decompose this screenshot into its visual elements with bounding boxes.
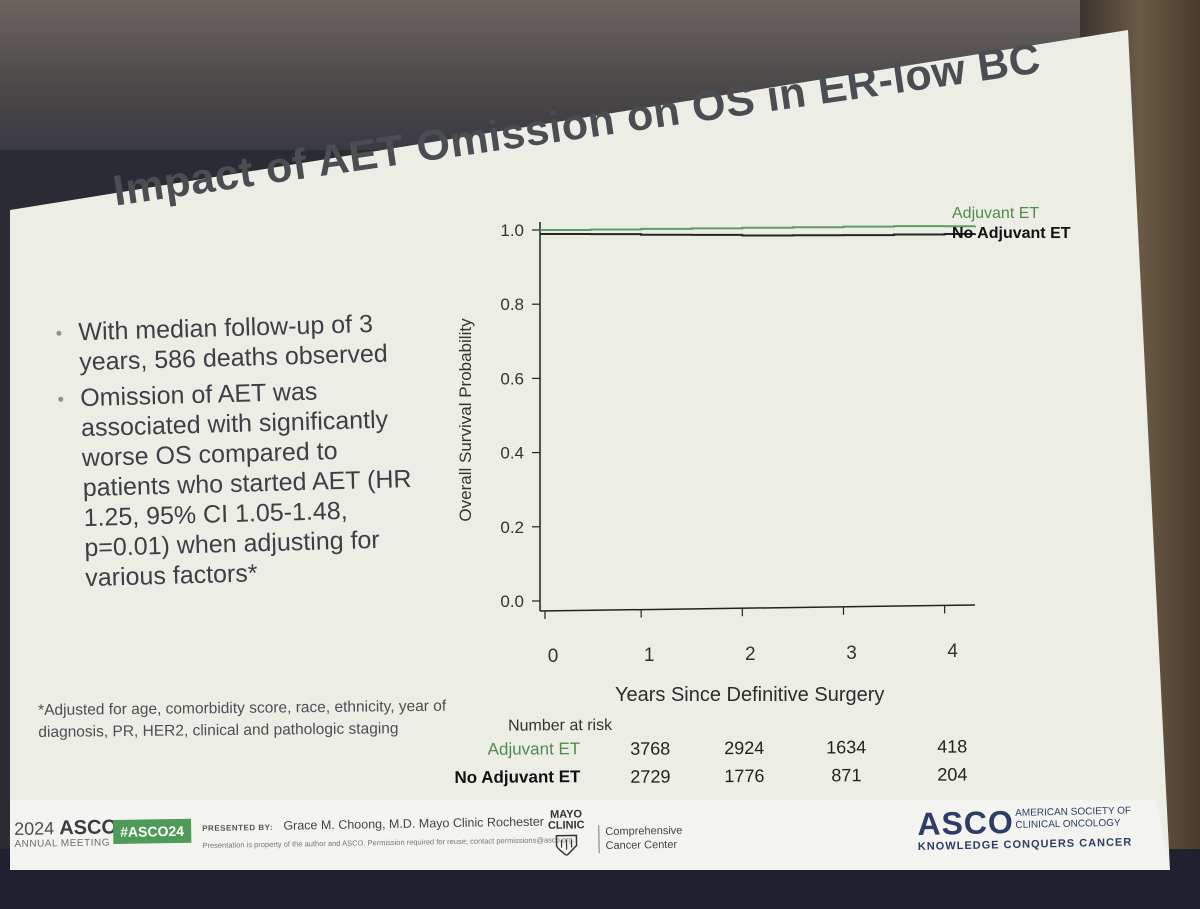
society-line2: CLINICAL ONCOLOGY <box>1015 817 1121 831</box>
mayo-line2: CLINIC <box>547 819 585 832</box>
slide-footer-band <box>10 800 1170 870</box>
risk-value: 2924 <box>724 737 765 759</box>
y-tick-label: 0.6 <box>500 369 524 388</box>
cancer-center-line2: Cancer Center <box>605 838 678 852</box>
x-tick-label: 4 <box>947 641 958 662</box>
risk-row-no-adjuvant: No Adjuvant ET 2729 1776 871 204 <box>454 764 1020 792</box>
mayo-shield-icon <box>555 834 578 856</box>
y-tick-label: 0.4 <box>500 444 524 463</box>
survival-curve-no-adjuvant <box>540 232 976 237</box>
x-axis-title: Years Since Definitive Surgery <box>615 684 885 706</box>
y-tick-label: 1.0 <box>500 221 524 240</box>
meeting-year: 2024 <box>14 818 55 839</box>
presenter-block: PRESENTED BY: Grace M. Choong, M.D. Mayo… <box>202 812 575 850</box>
cancer-center-label: Comprehensive Cancer Center <box>598 823 683 854</box>
society-name: AMERICAN SOCIETY OF CLINICAL ONCOLOGY <box>1015 806 1131 832</box>
annual-meeting-label: ANNUAL MEETING <box>14 837 111 850</box>
series-label: No Adjuvant ET <box>952 225 1071 242</box>
risk-row-adjuvant: Adjuvant ET 3768 2924 1634 418 <box>460 736 1020 764</box>
series-label: Adjuvant ET <box>952 205 1039 222</box>
mayo-clinic-logo: MAYO CLINIC Comprehensive Cancer Center <box>540 808 683 856</box>
risk-value: 1776 <box>724 765 765 787</box>
presented-by-label: PRESENTED BY: <box>202 822 274 833</box>
y-tick-label: 0.8 <box>500 295 524 314</box>
asco-society-logo: ASCO AMERICAN SOCIETY OF CLINICAL ONCOLO… <box>917 802 1132 853</box>
risk-row-label: No Adjuvant ET <box>454 767 581 788</box>
asco-wordmark: ASCO <box>59 816 118 840</box>
presenter-name: Grace M. Choong, M.D. Mayo Clinic Roches… <box>283 814 544 833</box>
x-tick-label: 3 <box>846 643 857 664</box>
risk-value: 204 <box>937 764 968 785</box>
x-tick-label: 0 <box>548 646 559 667</box>
survival-curve-adjuvant <box>540 225 976 231</box>
y-axis-title: Overall Survival Probability <box>456 318 475 522</box>
x-axis-line <box>539 604 976 612</box>
risk-value: 1634 <box>826 737 867 758</box>
risk-value: 3768 <box>630 738 671 759</box>
x-tick-label: 1 <box>644 645 655 666</box>
risk-value: 418 <box>937 736 968 757</box>
hashtag-badge: #ASCO24 <box>113 818 192 844</box>
risk-row-label: Adjuvant ET <box>487 739 581 759</box>
y-tick-label: 0.2 <box>500 518 524 537</box>
risk-table-header: Number at risk <box>507 716 613 735</box>
risk-value: 871 <box>831 765 862 786</box>
asco-annual-meeting-logo: 2024 ASCO ANNUAL MEETING <box>14 816 117 850</box>
x-tick-label: 2 <box>745 644 756 665</box>
y-tick-label: 0.0 <box>500 592 524 611</box>
risk-value: 2729 <box>630 766 671 787</box>
cancer-center-line1: Comprehensive <box>605 824 683 838</box>
